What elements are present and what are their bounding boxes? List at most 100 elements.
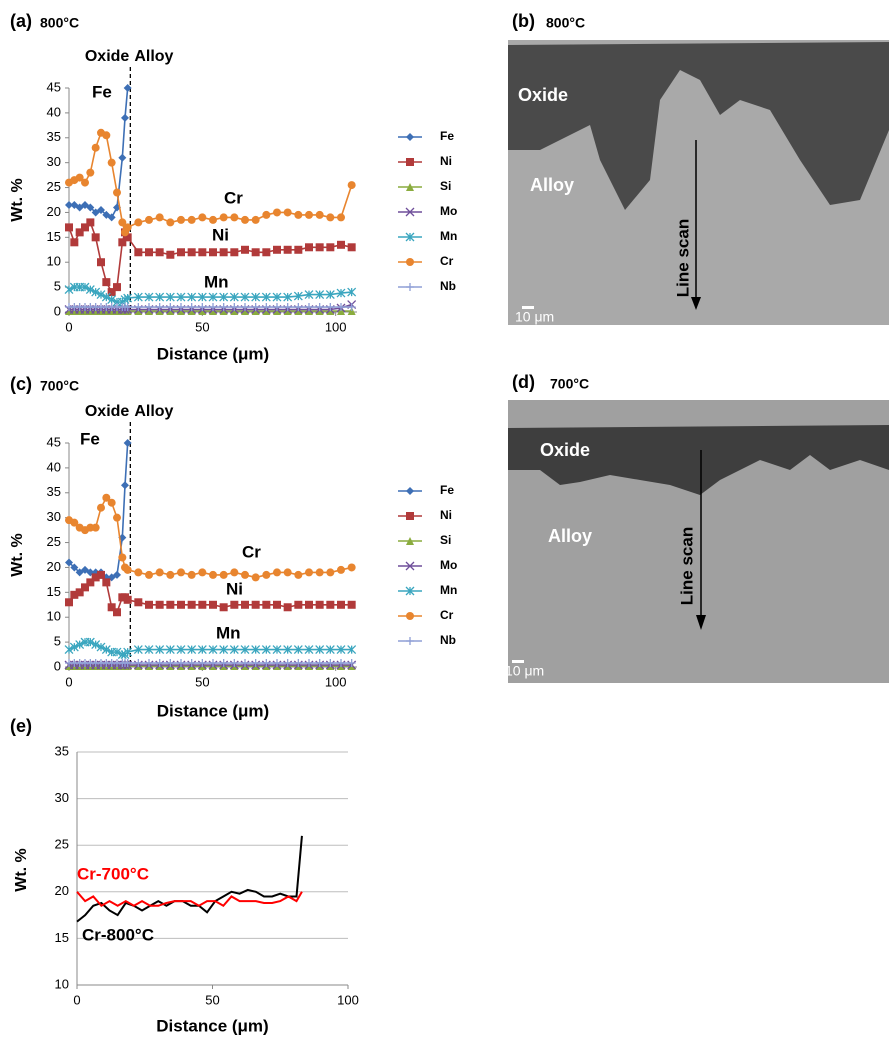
- marker: [113, 188, 121, 197]
- marker: [406, 487, 414, 495]
- marker: [305, 243, 313, 252]
- marker: [86, 168, 95, 177]
- marker: [325, 290, 335, 300]
- marker: [347, 563, 356, 572]
- y-tick-label: 0: [54, 303, 61, 318]
- marker: [241, 245, 249, 254]
- annotation: Oxide: [85, 48, 130, 65]
- marker: [123, 565, 132, 574]
- marker: [273, 659, 281, 668]
- marker: [86, 203, 95, 212]
- marker: [86, 578, 95, 587]
- marker: [230, 600, 239, 609]
- marker: [273, 600, 281, 609]
- marker: [305, 210, 313, 219]
- marker: [251, 600, 260, 609]
- marker: [65, 558, 73, 567]
- legend-label: Fe: [440, 129, 454, 143]
- marker: [273, 245, 281, 254]
- marker: [177, 215, 185, 224]
- marker: [208, 292, 218, 302]
- y-tick-label: 30: [47, 154, 61, 169]
- marker: [336, 645, 346, 655]
- marker: [219, 303, 228, 312]
- marker: [123, 223, 132, 232]
- marker: [347, 303, 356, 312]
- marker: [91, 143, 100, 152]
- marker: [81, 223, 89, 232]
- marker: [406, 158, 414, 166]
- marker: [251, 248, 260, 257]
- marker: [406, 512, 414, 520]
- label: Line scan: [677, 527, 696, 605]
- marker: [273, 303, 281, 312]
- marker: [155, 213, 164, 222]
- marker: [118, 238, 127, 247]
- y-tick-label: 45: [47, 79, 61, 94]
- marker: [145, 659, 153, 668]
- label: Alloy: [530, 175, 574, 195]
- marker: [230, 303, 239, 312]
- marker: [134, 218, 143, 227]
- annotation: Alloy: [134, 403, 173, 420]
- marker: [177, 303, 185, 312]
- marker: [107, 295, 117, 305]
- marker: [91, 523, 100, 532]
- marker: [406, 258, 414, 266]
- marker: [144, 292, 154, 302]
- marker: [91, 233, 100, 242]
- marker: [293, 645, 303, 655]
- marker: [187, 292, 197, 302]
- legend-label: Nb: [440, 633, 456, 647]
- marker: [283, 303, 292, 312]
- marker: [102, 578, 111, 587]
- marker: [241, 570, 249, 579]
- marker: [176, 645, 186, 655]
- marker: [118, 153, 127, 162]
- marker: [337, 213, 345, 222]
- marker: [187, 645, 197, 655]
- marker: [121, 481, 129, 490]
- series-line: [68, 641, 352, 656]
- marker: [315, 568, 324, 577]
- marker: [337, 600, 345, 609]
- y-tick-label: 25: [47, 179, 61, 194]
- marker: [337, 659, 345, 668]
- marker: [96, 642, 106, 652]
- annotation: Alloy: [134, 48, 173, 65]
- marker: [107, 213, 116, 222]
- legend-label: Mo: [440, 204, 457, 218]
- marker: [293, 291, 303, 301]
- legend-label: Cr: [440, 608, 454, 622]
- marker: [134, 659, 143, 668]
- marker: [97, 205, 105, 214]
- marker: [273, 208, 281, 217]
- marker: [230, 659, 239, 668]
- marker: [229, 645, 239, 655]
- marker: [273, 568, 281, 577]
- marker: [262, 210, 271, 219]
- marker: [347, 243, 356, 252]
- marker: [133, 292, 143, 302]
- marker: [326, 659, 335, 668]
- legend-label: Mn: [440, 229, 457, 243]
- y-axis-title: Wt. %: [9, 533, 26, 577]
- marker: [305, 600, 313, 609]
- marker: [325, 645, 335, 655]
- series-line: [69, 303, 352, 311]
- y-tick-label: 10: [47, 609, 61, 624]
- marker: [107, 603, 116, 612]
- marker: [209, 659, 217, 668]
- panel-label: (b): [512, 11, 535, 31]
- marker: [406, 637, 414, 645]
- series-line: [69, 87, 129, 219]
- marker: [70, 518, 79, 527]
- marker: [113, 283, 121, 292]
- y-tick-label: 20: [55, 883, 69, 898]
- marker: [118, 218, 127, 227]
- marker: [251, 659, 260, 668]
- oxide-region: [508, 42, 889, 210]
- marker: [305, 659, 313, 668]
- marker: [294, 570, 303, 579]
- marker: [187, 570, 196, 579]
